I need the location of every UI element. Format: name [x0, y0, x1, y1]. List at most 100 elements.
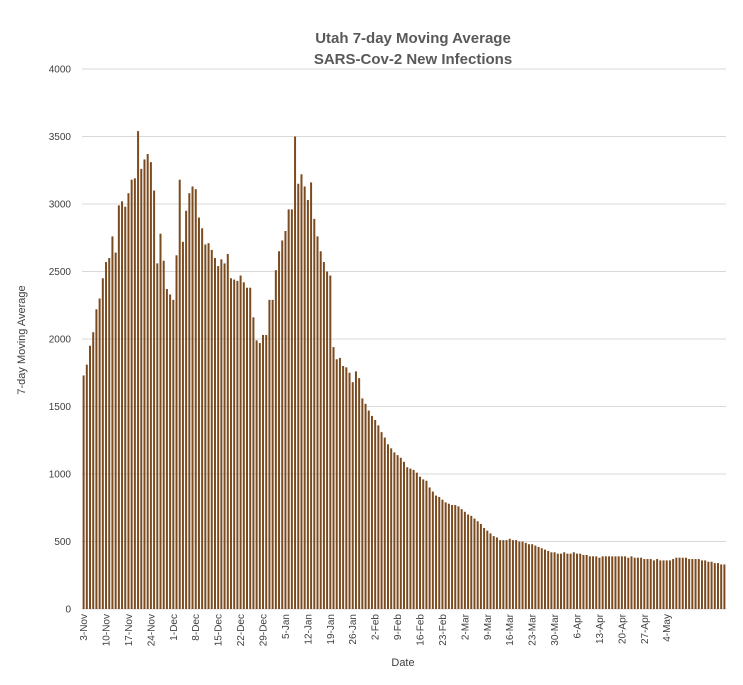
- bar: [92, 332, 95, 609]
- bar: [390, 448, 393, 609]
- x-tick-label: 3-Nov: [79, 614, 90, 641]
- y-tick-label: 0: [65, 605, 71, 616]
- bar: [281, 240, 284, 609]
- bar: [694, 559, 697, 609]
- bar: [707, 561, 710, 609]
- bar: [495, 537, 498, 609]
- bar: [486, 530, 489, 609]
- bar: [457, 506, 460, 609]
- bar: [246, 287, 248, 609]
- x-tick-label: 23-Mar: [528, 613, 539, 645]
- bar: [114, 252, 117, 609]
- bar: [89, 345, 92, 609]
- bar: [505, 540, 508, 609]
- bar: [278, 251, 281, 609]
- x-axis-label: Date: [391, 657, 414, 669]
- bar: [124, 206, 127, 609]
- bar: [531, 544, 534, 609]
- bar: [572, 552, 575, 609]
- x-tick-label: 20-Apr: [617, 613, 628, 644]
- bar: [627, 557, 630, 609]
- bar: [643, 559, 646, 609]
- bar: [441, 499, 444, 609]
- x-tick-label: 4-May: [662, 614, 673, 642]
- bar: [159, 233, 162, 609]
- bar: [524, 542, 527, 609]
- bar: [435, 495, 438, 609]
- bar: [688, 559, 691, 609]
- bar: [717, 563, 719, 609]
- bar: [508, 538, 511, 609]
- bar: [444, 502, 447, 609]
- x-tick-label: 9-Feb: [393, 614, 404, 641]
- bar: [127, 193, 130, 609]
- bar: [601, 556, 604, 609]
- y-tick-label: 2000: [49, 335, 72, 346]
- bar: [239, 275, 242, 609]
- x-tick-label: 19-Jan: [326, 614, 337, 645]
- bar: [697, 559, 700, 609]
- bar: [300, 174, 303, 610]
- bar: [162, 260, 165, 609]
- bar: [569, 553, 572, 609]
- bar: [242, 282, 245, 609]
- bar: [521, 541, 524, 609]
- bar: [502, 540, 505, 609]
- bar: [684, 557, 687, 609]
- bar: [98, 298, 101, 609]
- bar: [415, 472, 418, 609]
- bar: [592, 556, 595, 609]
- bar: [393, 452, 396, 609]
- bar: [332, 347, 335, 609]
- bar: [297, 183, 300, 609]
- bar: [499, 540, 502, 609]
- x-tick-label: 26-Jan: [348, 614, 359, 645]
- bar: [169, 294, 172, 609]
- x-tick-label: 2-Mar: [460, 613, 471, 640]
- bar: [396, 455, 399, 609]
- bar: [117, 205, 120, 609]
- y-tick-label: 500: [54, 537, 71, 548]
- bar: [265, 334, 268, 609]
- bar: [720, 564, 723, 609]
- bar: [220, 259, 223, 609]
- bar: [146, 154, 149, 610]
- bar: [399, 457, 402, 609]
- bar: [633, 557, 636, 609]
- bar: [229, 278, 232, 609]
- bar: [338, 357, 341, 609]
- bar: [582, 555, 585, 609]
- bar: [188, 193, 191, 609]
- bar: [156, 263, 159, 609]
- bar: [534, 545, 537, 609]
- bar: [194, 189, 197, 609]
- x-tick-label: 12-Jan: [303, 614, 314, 645]
- bar: [108, 258, 111, 609]
- bar: [310, 182, 313, 609]
- bar: [620, 556, 623, 609]
- bar: [178, 179, 181, 609]
- bar: [217, 266, 220, 609]
- bar: [723, 564, 726, 609]
- bar: [335, 359, 338, 609]
- bar: [149, 162, 152, 609]
- bar: [252, 317, 255, 609]
- bar: [652, 560, 655, 609]
- bar: [364, 403, 367, 609]
- bar: [274, 270, 277, 609]
- bar: [403, 461, 405, 609]
- bar: [175, 255, 178, 610]
- bar: [210, 249, 213, 609]
- bar: [153, 190, 156, 609]
- bar: [659, 560, 662, 609]
- bar: [258, 343, 261, 609]
- bar: [624, 556, 627, 609]
- bar: [111, 236, 114, 609]
- x-tick-label: 16-Feb: [416, 614, 427, 646]
- bar: [316, 236, 319, 609]
- bar: [691, 559, 694, 609]
- bar: [85, 364, 88, 609]
- bar: [101, 278, 104, 609]
- bar: [649, 559, 652, 609]
